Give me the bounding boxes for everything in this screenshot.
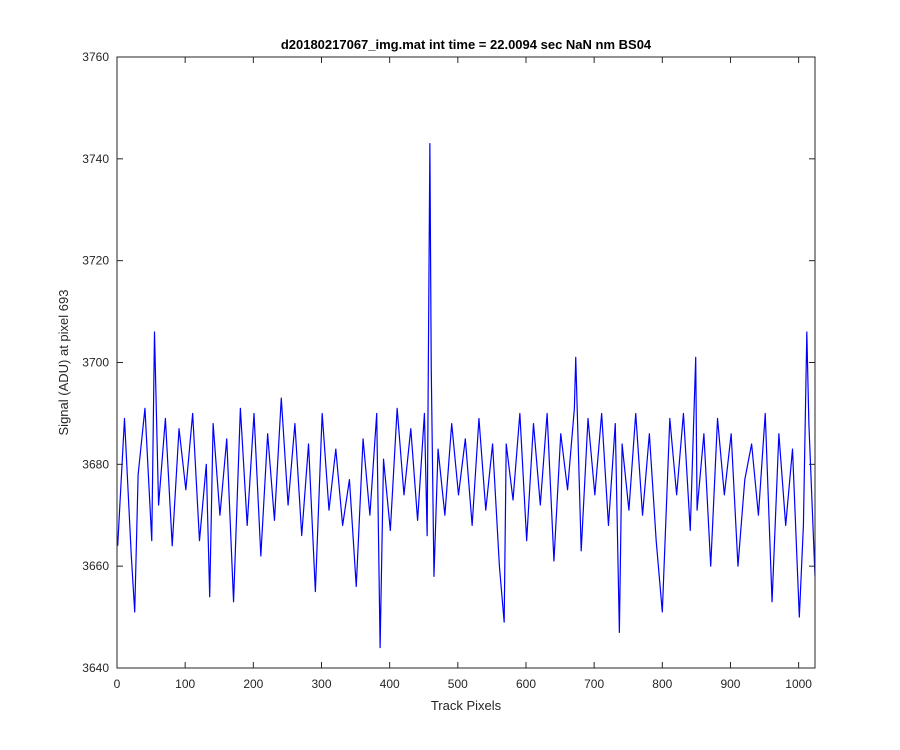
y-tick-label: 3700	[82, 356, 109, 370]
x-tick-label: 900	[720, 677, 740, 691]
series-line-0	[117, 142, 816, 649]
x-tick-label: 300	[311, 677, 331, 691]
x-tick-label: 800	[652, 677, 672, 691]
x-tick-label: 1000	[785, 677, 812, 691]
y-tick-label: 3640	[82, 661, 109, 675]
y-tick-label: 3660	[82, 559, 109, 573]
x-tick-label: 100	[175, 677, 195, 691]
x-tick-label: 200	[243, 677, 263, 691]
y-tick-label: 3680	[82, 457, 109, 471]
data-layer	[117, 142, 816, 649]
x-axis-label: Track Pixels	[431, 698, 502, 713]
chart-title: d20180217067_img.mat int time = 22.0094 …	[281, 37, 652, 52]
x-tick-label: 600	[516, 677, 536, 691]
x-tick-label: 0	[114, 677, 121, 691]
plot-area	[117, 57, 815, 668]
x-tick-label: 700	[584, 677, 604, 691]
x-tick-label: 500	[448, 677, 468, 691]
y-tick-label: 3720	[82, 254, 109, 268]
y-tick-label: 3740	[82, 152, 109, 166]
x-tick-label: 400	[380, 677, 400, 691]
y-axis-label: Signal (ADU) at pixel 693	[56, 290, 71, 436]
y-tick-label: 3760	[82, 50, 109, 64]
y-axis: 3640 3660 3680 3700 3720 3740 3760	[82, 50, 815, 675]
x-axis: 0 100 200 300 400 500 600 700 800 900 1000	[114, 57, 812, 691]
